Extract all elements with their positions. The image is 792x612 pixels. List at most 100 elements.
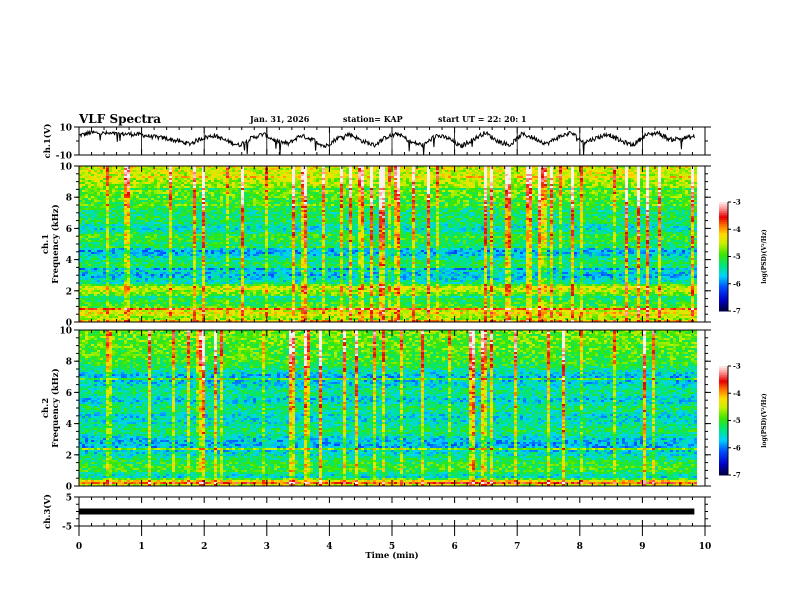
spectrogram-cell [193, 196, 196, 198]
spectrogram-cell [202, 196, 205, 198]
spectrogram-cell [163, 292, 166, 294]
spectrogram-cell [223, 226, 226, 228]
spectrogram-cell [94, 312, 97, 314]
spectrogram-cell [133, 226, 136, 228]
spectrogram-cell [88, 290, 91, 292]
spectrogram-cell [130, 182, 133, 184]
spectrogram-cell [211, 290, 214, 292]
spectrogram-cell [217, 298, 220, 300]
spectrogram-cell [208, 296, 211, 298]
spectrogram-cell [217, 220, 220, 222]
spectrogram-cell [205, 254, 208, 256]
spectrogram-cell [235, 234, 238, 236]
spectrogram-cell [133, 208, 136, 210]
spectrogram-cell [205, 264, 208, 266]
spectrogram-cell [88, 284, 91, 286]
spectrogram-cell [178, 212, 181, 214]
spectrogram-cell [193, 282, 196, 284]
spectrogram-cell [166, 280, 169, 282]
spectrogram-cell [166, 266, 169, 268]
spectrogram-cell [235, 166, 238, 168]
spectrogram-cell [211, 254, 214, 256]
spectrogram-cell [211, 194, 214, 196]
spectrogram-cell [130, 274, 133, 276]
spectrogram-cell [148, 202, 151, 204]
spectrogram-cell [184, 292, 187, 294]
spectrogram-cell [142, 270, 145, 272]
spectrogram-cell [199, 204, 202, 206]
spectrogram-cell [253, 260, 256, 262]
spectrogram-cell [202, 190, 205, 192]
spectrogram-cell [238, 172, 241, 174]
spectrogram-cell [235, 286, 238, 288]
spectrogram-cell [100, 182, 103, 184]
spectrogram-cell [124, 246, 127, 248]
spectrogram-cell [88, 230, 91, 232]
spectrogram-cell [193, 270, 196, 272]
spectrogram-cell [223, 312, 226, 314]
spectrogram-cell [202, 250, 205, 252]
spectrogram-cell [166, 260, 169, 262]
spectrogram-cell [148, 220, 151, 222]
spectrogram-cell [118, 232, 121, 234]
spectrogram-cell [82, 258, 85, 260]
spectrogram-cell [226, 274, 229, 276]
spectrogram-cell [175, 240, 178, 242]
spectrogram-cell [205, 320, 208, 322]
spectrogram-cell [91, 240, 94, 242]
spectrogram-cell [94, 238, 97, 240]
spectrogram-cell [100, 306, 103, 308]
spectrogram-cell [79, 182, 82, 184]
spectrogram-cell [130, 312, 133, 314]
spectrogram-cell [148, 250, 151, 252]
spectrogram-cell [259, 170, 262, 172]
spectrogram-cell [190, 290, 193, 292]
spectrogram-cell [205, 194, 208, 196]
spectrogram-cell [217, 198, 220, 200]
spectrogram-cell [223, 200, 226, 202]
spectrogram-cell [109, 220, 112, 222]
spectrogram-cell [241, 292, 244, 294]
spectrogram-cell [256, 190, 259, 192]
spectrogram-cell [163, 264, 166, 266]
spectrogram-cell [220, 286, 223, 288]
spectrogram-cell [106, 226, 109, 228]
spectrogram-cell [85, 296, 88, 298]
spectrogram-cell [211, 280, 214, 282]
spectrogram-cell [127, 254, 130, 256]
spectrogram-cell [106, 186, 109, 188]
spectrogram-cell [85, 174, 88, 176]
spectrogram-cell [106, 284, 109, 286]
spectrogram-cell [172, 318, 175, 320]
spectrogram-cell [238, 268, 241, 270]
spectrogram-cell [133, 174, 136, 176]
spectrogram-cell [85, 182, 88, 184]
spectrogram-cell [199, 300, 202, 302]
spectrogram-cell [196, 254, 199, 256]
spectrogram-cell [205, 202, 208, 204]
spectrogram-cell [127, 210, 130, 212]
spectrogram-cell [145, 176, 148, 178]
spectrogram-cell [262, 166, 265, 168]
spectrogram-cell [133, 178, 136, 180]
spectrogram-cell [223, 228, 226, 230]
spectrogram-cell [214, 298, 217, 300]
spectrogram-cell [196, 210, 199, 212]
spectrogram-cell [256, 188, 259, 190]
spectrogram-cell [217, 192, 220, 194]
spectrogram-cell [184, 308, 187, 310]
spectrogram-cell [238, 182, 241, 184]
spectrogram-cell [202, 166, 205, 168]
spectrogram-cell [196, 186, 199, 188]
spectrogram-cell [190, 314, 193, 316]
spectrogram-cell [130, 296, 133, 298]
spectrogram-cell [187, 310, 190, 312]
spectrogram-cell [190, 308, 193, 310]
spectrogram-cell [256, 172, 259, 174]
spectrogram-cell [169, 200, 172, 202]
spectrogram-cell [223, 190, 226, 192]
spectrogram-cell [214, 204, 217, 206]
spectrogram-cell [241, 232, 244, 234]
spectrogram-cell [163, 208, 166, 210]
spectrogram-cell [172, 246, 175, 248]
